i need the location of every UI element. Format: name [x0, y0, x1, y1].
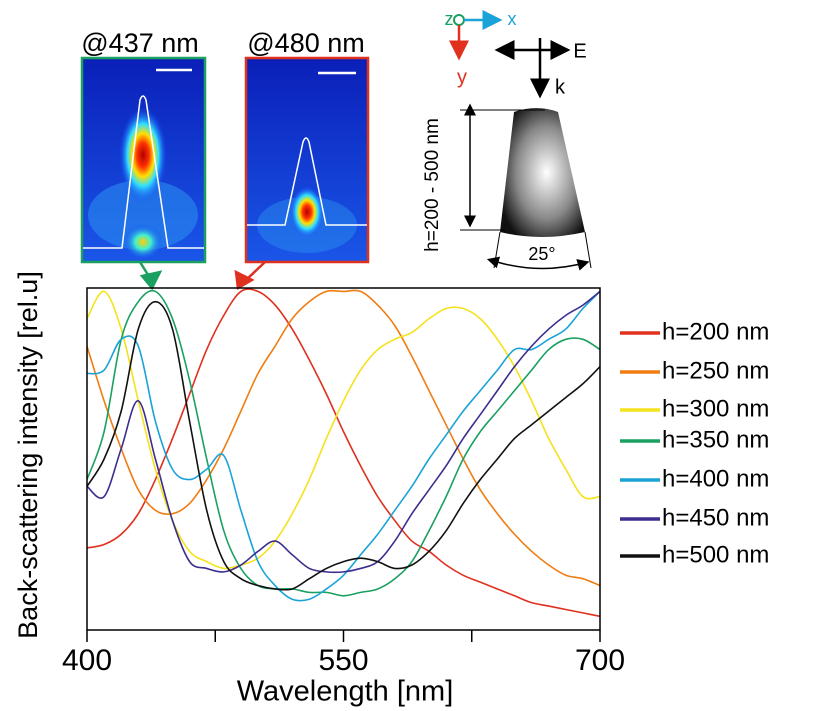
- inset-right: @480 nm: [234, 28, 370, 291]
- legend-label: h=500 nm: [662, 541, 769, 568]
- geometry-diagram: z x y E k h=200 - 500 nm 25°: [422, 9, 592, 271]
- axis-label: y: [457, 66, 467, 88]
- angle-label: 25°: [528, 244, 555, 264]
- series-line: [87, 290, 600, 574]
- legend-label: h=400 nm: [662, 465, 769, 492]
- field-label: E: [573, 40, 586, 62]
- inset-label: @480 nm: [247, 28, 364, 58]
- x-tick-label: 400: [62, 644, 112, 677]
- axis-label: x: [508, 9, 517, 29]
- height-label: h=200 - 500 nm: [422, 118, 443, 252]
- x-tick-label: 550: [318, 644, 368, 677]
- axis-label: z: [445, 9, 454, 29]
- inset-left: @437 nm: [80, 28, 207, 291]
- y-axis-title: Back-scattering intensity [rel.u]: [13, 271, 43, 639]
- series-line: [87, 289, 600, 587]
- inset-label: @437 nm: [81, 28, 198, 58]
- legend-label: h=300 nm: [662, 395, 769, 422]
- x-axis-title: Wavelength [nm]: [237, 676, 454, 708]
- series-line: [87, 289, 600, 597]
- x-tick-label: 700: [575, 644, 625, 677]
- legend-label: h=350 nm: [662, 426, 769, 453]
- legend-label: h=250 nm: [662, 357, 769, 384]
- series-line: [87, 290, 600, 602]
- wave-label: k: [555, 76, 566, 98]
- series-line: [87, 300, 600, 591]
- legend-label: h=200 nm: [662, 318, 769, 345]
- legend-label: h=450 nm: [662, 504, 769, 531]
- series-line: [87, 288, 600, 618]
